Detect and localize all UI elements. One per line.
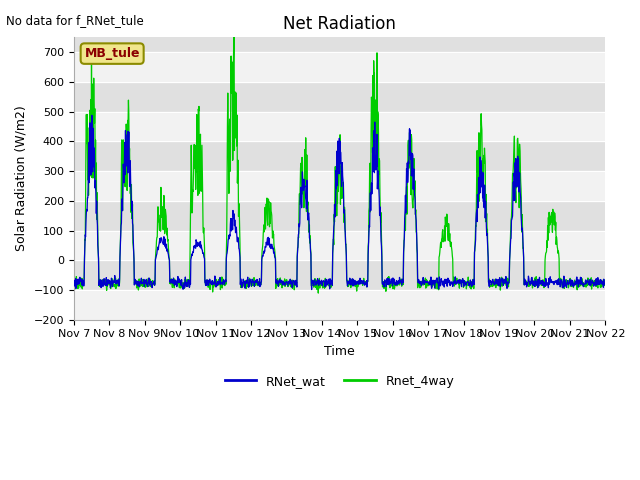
Text: MB_tule: MB_tule bbox=[84, 47, 140, 60]
Bar bbox=[74, 230, 605, 260]
Title: Net Radiation: Net Radiation bbox=[283, 15, 396, 33]
Bar bbox=[74, 52, 605, 82]
Legend: RNet_wat, Rnet_4way: RNet_wat, Rnet_4way bbox=[220, 370, 460, 393]
Y-axis label: Solar Radiation (W/m2): Solar Radiation (W/m2) bbox=[15, 106, 28, 252]
X-axis label: Time: Time bbox=[324, 345, 355, 358]
Bar bbox=[74, 290, 605, 320]
Text: No data for f_RNet_tule: No data for f_RNet_tule bbox=[6, 14, 144, 27]
Bar bbox=[74, 112, 605, 142]
Bar bbox=[74, 171, 605, 201]
